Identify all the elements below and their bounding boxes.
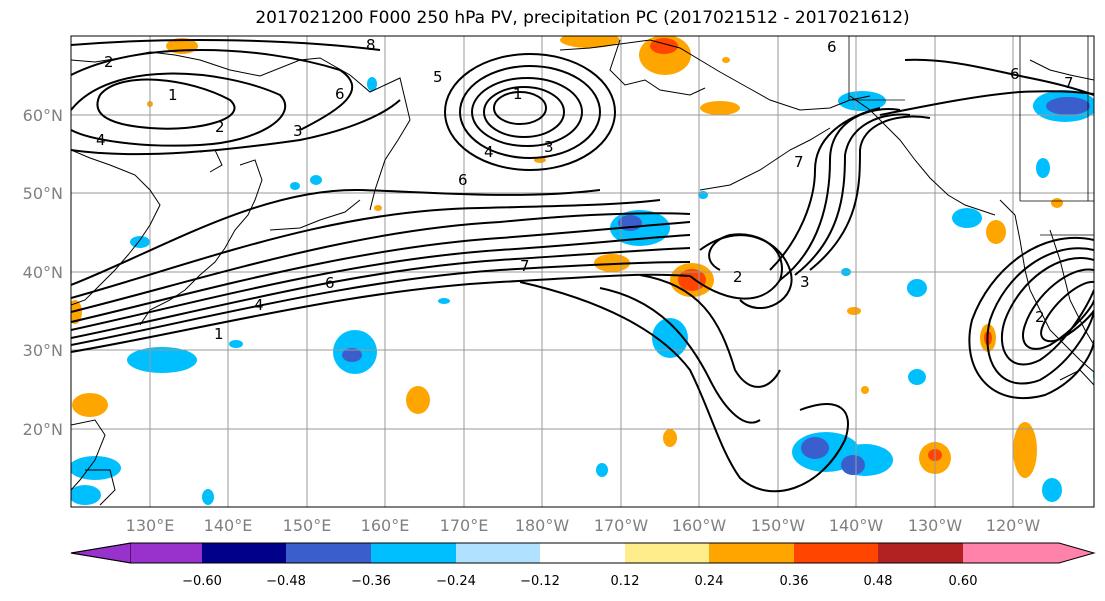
contour-label: 7 bbox=[794, 153, 804, 171]
contour-label: 1 bbox=[214, 325, 224, 343]
lon-label: 170°E bbox=[440, 516, 489, 535]
colorbar-tick-label: 0.60 bbox=[949, 574, 978, 589]
contour-label: 7 bbox=[1064, 74, 1074, 92]
lon-label: 140°E bbox=[204, 516, 253, 535]
lon-label: 130°E bbox=[126, 516, 175, 535]
contour-label: 2 bbox=[1035, 308, 1045, 326]
colorbar-segment bbox=[286, 543, 371, 563]
contour-label: 6 bbox=[335, 85, 345, 103]
colorbar: −0.60 −0.48 −0.36 −0.24 −0.12 0.12 0.24 … bbox=[70, 542, 1096, 589]
colorbar-segment bbox=[709, 543, 794, 563]
contour-label: 2 bbox=[104, 53, 114, 71]
colorbar-ticks: −0.60 −0.48 −0.36 −0.24 −0.12 0.12 0.24 … bbox=[182, 574, 977, 589]
colorbar-tick-label: −0.12 bbox=[520, 574, 560, 589]
colorbar-segment bbox=[202, 543, 286, 563]
colorbar-segment bbox=[794, 543, 878, 563]
contour-label: 5 bbox=[433, 68, 443, 86]
lon-label: 130°W bbox=[908, 516, 963, 535]
colorbar-tick-label: −0.60 bbox=[182, 574, 222, 589]
lon-label: 150°W bbox=[751, 516, 806, 535]
contour-label: 4 bbox=[484, 143, 494, 161]
colorbar-tick-label: 0.36 bbox=[780, 574, 809, 589]
colorbar-segment bbox=[540, 543, 625, 563]
contour-labels: 2 1 2 3 4 6 5 1 3 4 6 7 6 4 1 7 3 2 7 6 … bbox=[96, 36, 1074, 343]
colorbar-segment bbox=[625, 543, 709, 563]
lat-label-60n: 60°N bbox=[23, 106, 63, 125]
colorbar-extend-max bbox=[963, 543, 1094, 563]
contour-label: 6 bbox=[458, 171, 468, 189]
lon-label: 140°W bbox=[829, 516, 884, 535]
colorbar-tick-label: 0.24 bbox=[695, 574, 724, 589]
colorbar-segment bbox=[456, 543, 540, 563]
lon-label: 160°W bbox=[672, 516, 727, 535]
contour-label: 4 bbox=[254, 296, 264, 314]
colorbar-extend-min bbox=[70, 542, 132, 564]
colorbar-segment bbox=[878, 543, 963, 563]
contour-label: 6 bbox=[827, 38, 837, 56]
contour-label: 1 bbox=[513, 85, 523, 103]
contour-label: 7 bbox=[520, 257, 530, 275]
contour-label: 4 bbox=[96, 131, 106, 149]
lat-label-40n: 40°N bbox=[23, 263, 63, 282]
lat-label-30n: 30°N bbox=[23, 341, 63, 360]
colorbar-segments bbox=[70, 542, 1096, 564]
contour-label: 2 bbox=[215, 118, 225, 136]
colorbar-segment bbox=[131, 543, 202, 563]
colorbar-tick-label: 0.48 bbox=[864, 574, 893, 589]
map-title: 2017021200 F000 250 hPa PV, precipitatio… bbox=[255, 8, 910, 28]
contour-label: 3 bbox=[293, 122, 303, 140]
lon-label: 150°E bbox=[283, 516, 332, 535]
colorbar-tick-label: 0.12 bbox=[611, 574, 640, 589]
lat-label-20n: 20°N bbox=[23, 420, 63, 439]
colorbar-tick-label: −0.48 bbox=[266, 574, 306, 589]
lon-label: 120°W bbox=[986, 516, 1041, 535]
latitude-labels: 60°N 50°N 40°N 30°N 20°N bbox=[23, 106, 63, 439]
longitude-labels: 130°E 140°E 150°E 160°E 170°E 180°W 170°… bbox=[126, 516, 1041, 535]
lon-label: 160°E bbox=[361, 516, 410, 535]
contour-label: 6 bbox=[325, 274, 335, 292]
map-frame bbox=[70, 35, 1095, 508]
colorbar-tick-label: −0.36 bbox=[351, 574, 391, 589]
contour-label: 3 bbox=[544, 138, 554, 156]
colorbar-segment bbox=[371, 543, 456, 563]
contour-label: 1 bbox=[168, 86, 178, 104]
pv-contours bbox=[71, 38, 1094, 493]
colorbar-tick-label: −0.24 bbox=[436, 574, 476, 589]
lon-label: 180°W bbox=[515, 516, 570, 535]
contour-label: 6 bbox=[1010, 65, 1020, 83]
lat-label-50n: 50°N bbox=[23, 184, 63, 203]
contour-label: 3 bbox=[800, 273, 810, 291]
contour-label: 8 bbox=[366, 36, 376, 54]
borders bbox=[848, 36, 1094, 236]
lon-label: 170°W bbox=[594, 516, 649, 535]
contour-label: 2 bbox=[733, 268, 743, 286]
colorbar-outline bbox=[70, 542, 1096, 564]
